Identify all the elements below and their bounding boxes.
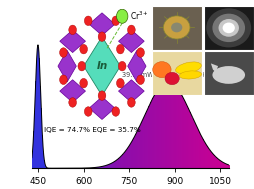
Circle shape xyxy=(98,32,105,41)
Polygon shape xyxy=(118,30,144,53)
Polygon shape xyxy=(89,97,114,119)
Polygon shape xyxy=(89,13,114,36)
Circle shape xyxy=(205,8,250,47)
Text: IQE = 74.7% EQE = 35.7%: IQE = 74.7% EQE = 35.7% xyxy=(44,127,140,133)
Bar xyxy=(203,51,253,94)
Circle shape xyxy=(164,72,179,85)
Polygon shape xyxy=(127,50,146,82)
Text: 39.11mW@120 mA, 10.93%: 39.11mW@120 mA, 10.93% xyxy=(121,71,214,77)
Polygon shape xyxy=(59,80,85,102)
Circle shape xyxy=(59,48,67,57)
Circle shape xyxy=(69,98,76,107)
Circle shape xyxy=(59,75,67,84)
Bar xyxy=(203,6,253,50)
Circle shape xyxy=(80,78,87,88)
Circle shape xyxy=(84,16,92,26)
Ellipse shape xyxy=(179,71,201,79)
Circle shape xyxy=(222,22,234,33)
Circle shape xyxy=(112,16,119,26)
Circle shape xyxy=(116,78,124,88)
Circle shape xyxy=(118,61,125,71)
Circle shape xyxy=(218,19,238,37)
Circle shape xyxy=(80,44,87,54)
Circle shape xyxy=(84,107,92,116)
Circle shape xyxy=(116,44,124,54)
Circle shape xyxy=(127,25,135,35)
Ellipse shape xyxy=(175,62,201,74)
Polygon shape xyxy=(58,50,76,82)
Text: In: In xyxy=(96,61,107,71)
Ellipse shape xyxy=(212,66,244,84)
Text: Cr$^{3+}$: Cr$^{3+}$ xyxy=(129,10,148,22)
Bar xyxy=(151,51,201,94)
Circle shape xyxy=(127,98,135,107)
Circle shape xyxy=(69,25,76,35)
Polygon shape xyxy=(118,80,144,102)
Circle shape xyxy=(163,16,189,39)
Bar xyxy=(151,6,201,50)
Polygon shape xyxy=(210,64,217,72)
Circle shape xyxy=(170,22,182,32)
Circle shape xyxy=(116,9,128,23)
Circle shape xyxy=(136,48,144,57)
Circle shape xyxy=(98,91,105,100)
Polygon shape xyxy=(83,37,120,96)
Circle shape xyxy=(78,61,85,71)
Circle shape xyxy=(152,62,170,78)
Polygon shape xyxy=(59,30,85,53)
Circle shape xyxy=(212,14,244,42)
Circle shape xyxy=(136,75,144,84)
Circle shape xyxy=(112,107,119,116)
